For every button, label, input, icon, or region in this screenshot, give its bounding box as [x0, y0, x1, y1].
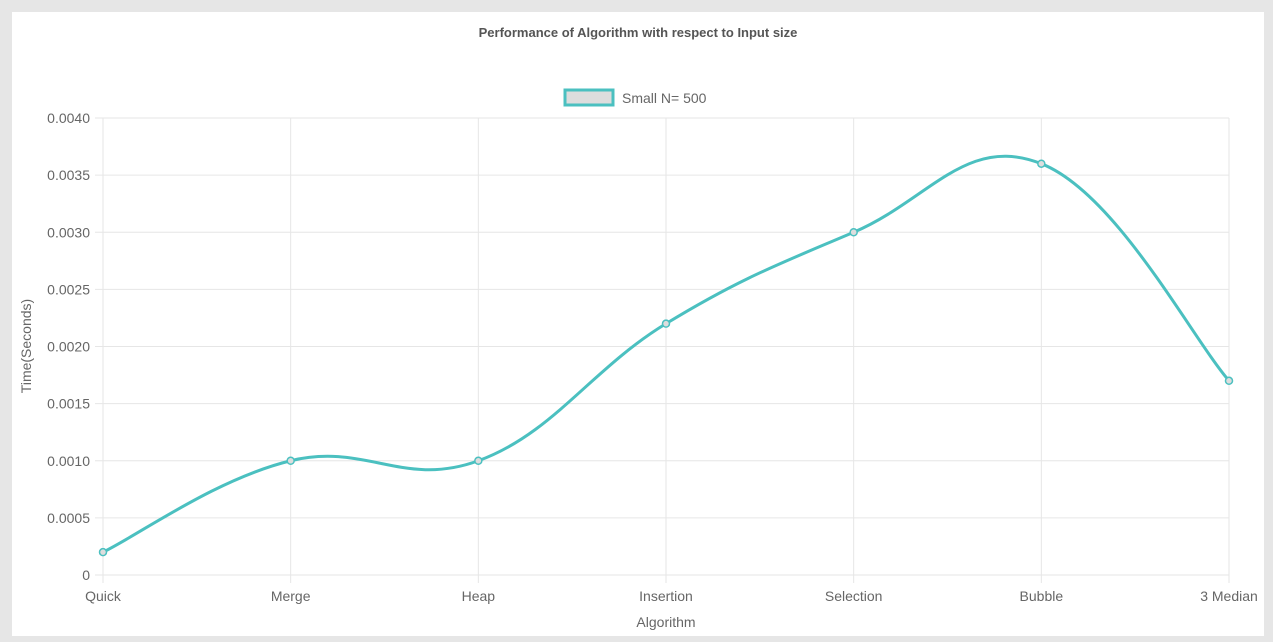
data-point-merge[interactable]: [287, 457, 294, 464]
data-point-bubble[interactable]: [1038, 160, 1045, 167]
y-axis-label: Time(Seconds): [18, 299, 34, 393]
data-point-quick[interactable]: [100, 549, 107, 556]
data-point-insertion[interactable]: [663, 320, 670, 327]
y-tick-label: 0.0035: [47, 167, 90, 183]
x-tick-label: Selection: [825, 588, 883, 604]
x-tick-label: Quick: [85, 588, 122, 604]
legend[interactable]: Small N= 500: [565, 90, 707, 106]
x-tick-label: Heap: [462, 588, 496, 604]
x-axis-label: Algorithm: [636, 614, 695, 630]
x-tick-label: Bubble: [1020, 588, 1064, 604]
x-tick-label: Insertion: [639, 588, 693, 604]
y-tick-label: 0.0020: [47, 339, 90, 355]
legend-label[interactable]: Small N= 500: [622, 90, 707, 106]
data-point-3-median[interactable]: [1226, 377, 1233, 384]
chart-title: Performance of Algorithm with respect to…: [479, 25, 798, 40]
legend-swatch[interactable]: [565, 90, 613, 105]
grid: [95, 118, 1229, 583]
y-tick-label: 0.0025: [47, 281, 90, 297]
y-tick-label: 0.0040: [47, 110, 90, 126]
x-tick-label: 3 Median: [1200, 588, 1258, 604]
y-tick-label: 0.0005: [47, 510, 90, 526]
y-tick-label: 0: [82, 567, 90, 583]
y-tick-label: 0.0030: [47, 224, 90, 240]
data-point-heap[interactable]: [475, 457, 482, 464]
data-point-selection[interactable]: [850, 229, 857, 236]
x-tick-label: Merge: [271, 588, 311, 604]
x-axis-ticks: Quick Merge Heap Insertion Selection Bubble 3 …: [85, 588, 1258, 604]
y-axis-ticks: 0 0.0005 0.0010 0.0015 0.0020 0.0025 0.0030 0.0…: [47, 110, 90, 583]
y-tick-label: 0.0015: [47, 396, 90, 412]
y-tick-label: 0.0010: [47, 453, 90, 469]
